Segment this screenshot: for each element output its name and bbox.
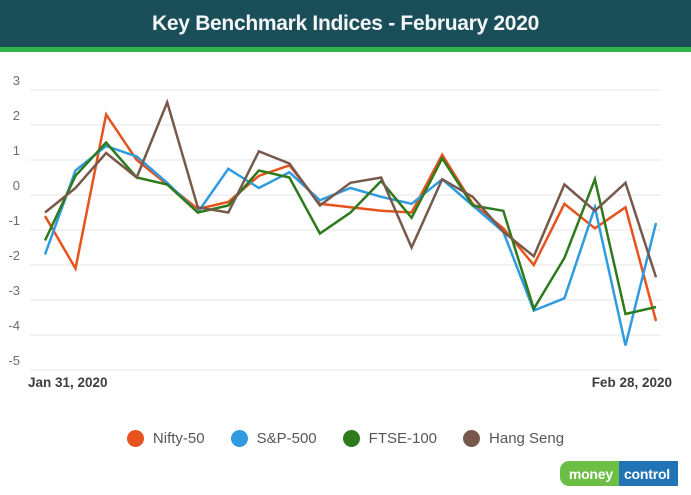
moneycontrol-logo: money control (559, 461, 678, 486)
y-tick-label: -4 (8, 318, 20, 333)
hang-seng-dot-icon (463, 430, 481, 447)
title-bar: Key Benchmark Indices - February 2020 (0, 0, 691, 47)
legend-item-ftse-100: FTSE-100 (342, 430, 438, 447)
legend-label: FTSE-100 (368, 430, 438, 447)
y-tick-label: -3 (8, 283, 20, 298)
x-axis-end-label: Feb 28, 2020 (591, 375, 672, 390)
y-tick-label: 0 (13, 178, 20, 193)
y-tick-label: -5 (8, 353, 20, 368)
y-tick-label: -2 (8, 248, 20, 263)
accent-divider (0, 47, 691, 52)
chart-legend: Nifty-50 S&P-500 FTSE-100 Hang Seng (0, 430, 691, 447)
series-line-ftse-100 (43, 140, 657, 316)
y-tick-label: 3 (13, 73, 20, 88)
nifty-50-dot-icon (126, 430, 144, 447)
series-line-nifty-50 (43, 111, 658, 322)
y-tick-label: 2 (13, 108, 20, 123)
sp-500-dot-icon (230, 430, 248, 447)
series-line-s-p-500 (43, 144, 658, 346)
legend-item-sp-500: S&P-500 (230, 430, 317, 447)
y-tick-label: -1 (8, 213, 20, 228)
legend-label: S&P-500 (256, 430, 317, 447)
series-line-hang-seng (44, 98, 658, 278)
y-tick-label: 1 (13, 143, 20, 158)
logo-control-segment: control (618, 461, 678, 486)
x-axis-start-label: Jan 31, 2020 (28, 375, 108, 390)
legend-label: Nifty-50 (152, 430, 205, 447)
legend-item-hang-seng: Hang Seng (463, 430, 564, 447)
ftse-100-dot-icon (342, 430, 360, 447)
legend-item-nifty-50: Nifty-50 (126, 430, 205, 447)
legend-label: Hang Seng (489, 430, 565, 447)
page-title: Key Benchmark Indices - February 2020 (152, 11, 539, 35)
logo-money-segment: money (559, 461, 619, 486)
